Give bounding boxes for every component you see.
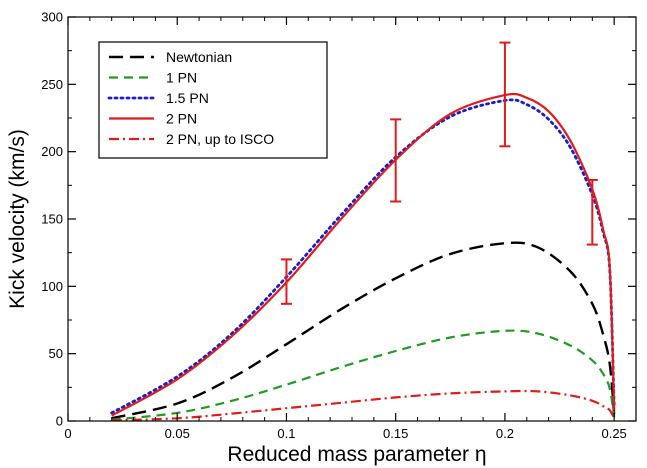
legend-entry-2-pn: 2 PN <box>109 111 197 127</box>
error-bar-2 <box>390 118 402 203</box>
series-line-2-pn <box>111 92 616 417</box>
y-tick-label: 150 <box>41 212 63 227</box>
y-tick-label: 100 <box>41 279 63 294</box>
y-tick-label: 200 <box>41 144 63 159</box>
x-tick-label: 0 <box>64 426 71 441</box>
series-line-1-pn <box>111 329 616 421</box>
x-axis-label: Reduced mass parameter η <box>227 443 486 466</box>
legend-entry-1-pn: 1 PN <box>109 70 197 86</box>
series-layer <box>110 92 616 422</box>
legend-entry-newtonian: Newtonian <box>109 49 232 65</box>
legend-label: 2 PN, up to ISCO <box>166 131 274 147</box>
legend-label: 1.5 PN <box>166 90 209 106</box>
y-tick-label: 300 <box>41 10 63 25</box>
x-tick-label: 0.1 <box>277 426 295 441</box>
legend-label: 1 PN <box>166 70 197 86</box>
x-tick-label: 0.15 <box>383 426 408 441</box>
tick-layer: 0 0.05 0.1 0.15 0.2 0.25 0 50 100 150 200 250 300 <box>41 10 636 441</box>
y-axis-label: Kick velocity (km/s) <box>6 129 29 309</box>
error-bar-4 <box>586 178 598 246</box>
legend-label: Newtonian <box>166 49 232 65</box>
legend-label: 2 PN <box>166 111 197 127</box>
x-tick-label: 0.25 <box>601 426 626 441</box>
y-tick-label: 50 <box>49 346 63 361</box>
y-tick-label: 250 <box>41 77 63 92</box>
error-bar-layer <box>280 41 598 305</box>
series-line-newtonian <box>111 241 616 420</box>
x-tick-label: 0.2 <box>496 426 514 441</box>
series-line-2-pn-up-to-isco <box>111 389 616 422</box>
y-tick-label: 0 <box>56 414 63 429</box>
x-tick-label: 0.05 <box>165 426 190 441</box>
legend-entry-1-5-pn: 1.5 PN <box>107 90 209 106</box>
legend: Newtonian 1 PN 1.5 PN 2 PN 2 PN, up to ISCO <box>98 41 328 159</box>
legend-entry-2-pn-up-to-isco: 2 PN, up to ISCO <box>109 131 274 147</box>
error-bar-1 <box>280 258 292 305</box>
error-bar-3 <box>499 41 511 148</box>
